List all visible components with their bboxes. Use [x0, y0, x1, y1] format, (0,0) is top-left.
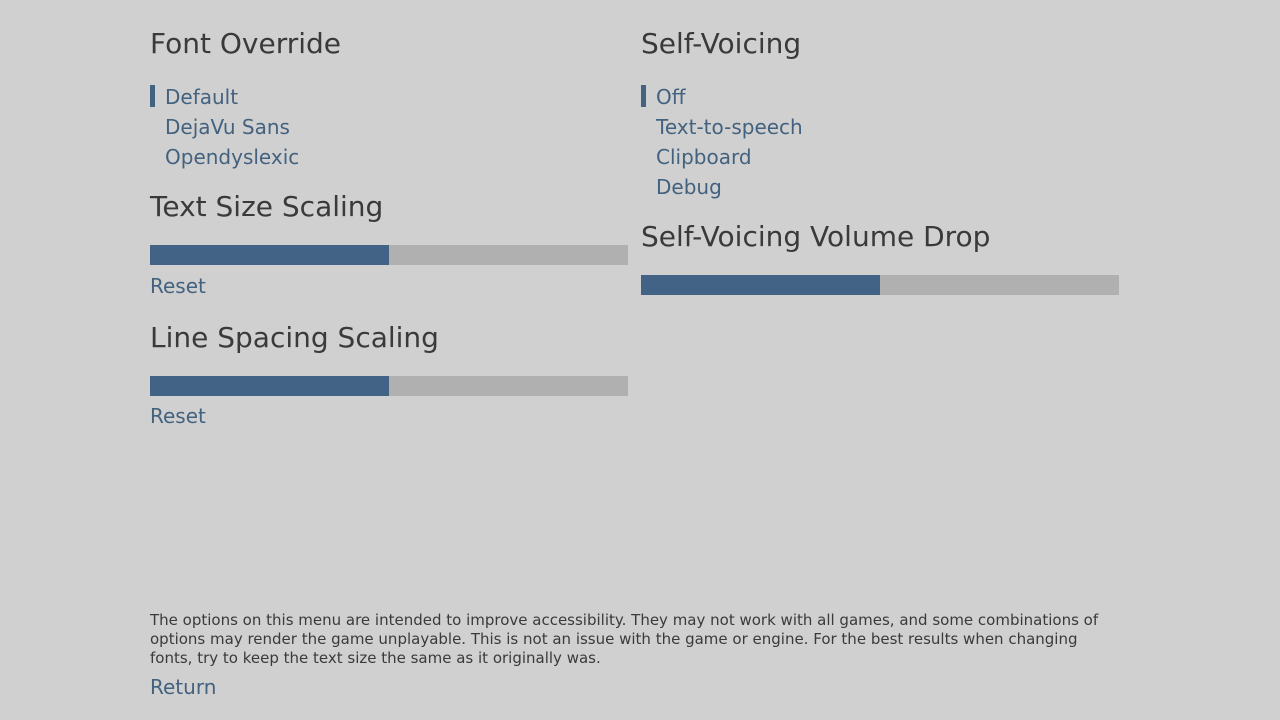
text-size-reset-button[interactable]: Reset — [150, 274, 206, 298]
font-override-option-opendyslexic[interactable]: Opendyslexic — [165, 145, 300, 169]
self-voicing-volume-drop-slider[interactable] — [641, 275, 1119, 295]
self-voicing-volume-drop-title: Self-Voicing Volume Drop — [641, 220, 991, 253]
line-spacing-scaling-title: Line Spacing Scaling — [150, 321, 439, 354]
self-voicing-selected-marker — [641, 85, 646, 107]
self-voicing-option-clipboard[interactable]: Clipboard — [656, 145, 752, 169]
self-voicing-option-off[interactable]: Off — [656, 85, 686, 109]
accessibility-note: The options on this menu are intended to… — [150, 611, 1099, 667]
line-spacing-scaling-slider[interactable] — [150, 376, 628, 396]
self-voicing-volume-drop-slider-fill — [641, 275, 880, 295]
font-override-option-default[interactable]: Default — [165, 85, 239, 109]
font-override-option-dejavu-sans[interactable]: DejaVu Sans — [165, 115, 290, 139]
line-spacing-scaling-slider-fill — [150, 376, 389, 396]
self-voicing-option-text-to-speech[interactable]: Text-to-speech — [656, 115, 803, 139]
text-size-scaling-slider-fill — [150, 245, 389, 265]
text-size-scaling-title: Text Size Scaling — [150, 190, 384, 223]
return-button[interactable]: Return — [150, 675, 217, 699]
self-voicing-option-debug[interactable]: Debug — [656, 175, 722, 199]
text-size-scaling-slider[interactable] — [150, 245, 628, 265]
font-override-selected-marker — [150, 85, 155, 107]
self-voicing-title: Self-Voicing — [641, 27, 802, 60]
line-spacing-reset-button[interactable]: Reset — [150, 404, 206, 428]
font-override-title: Font Override — [150, 27, 342, 60]
